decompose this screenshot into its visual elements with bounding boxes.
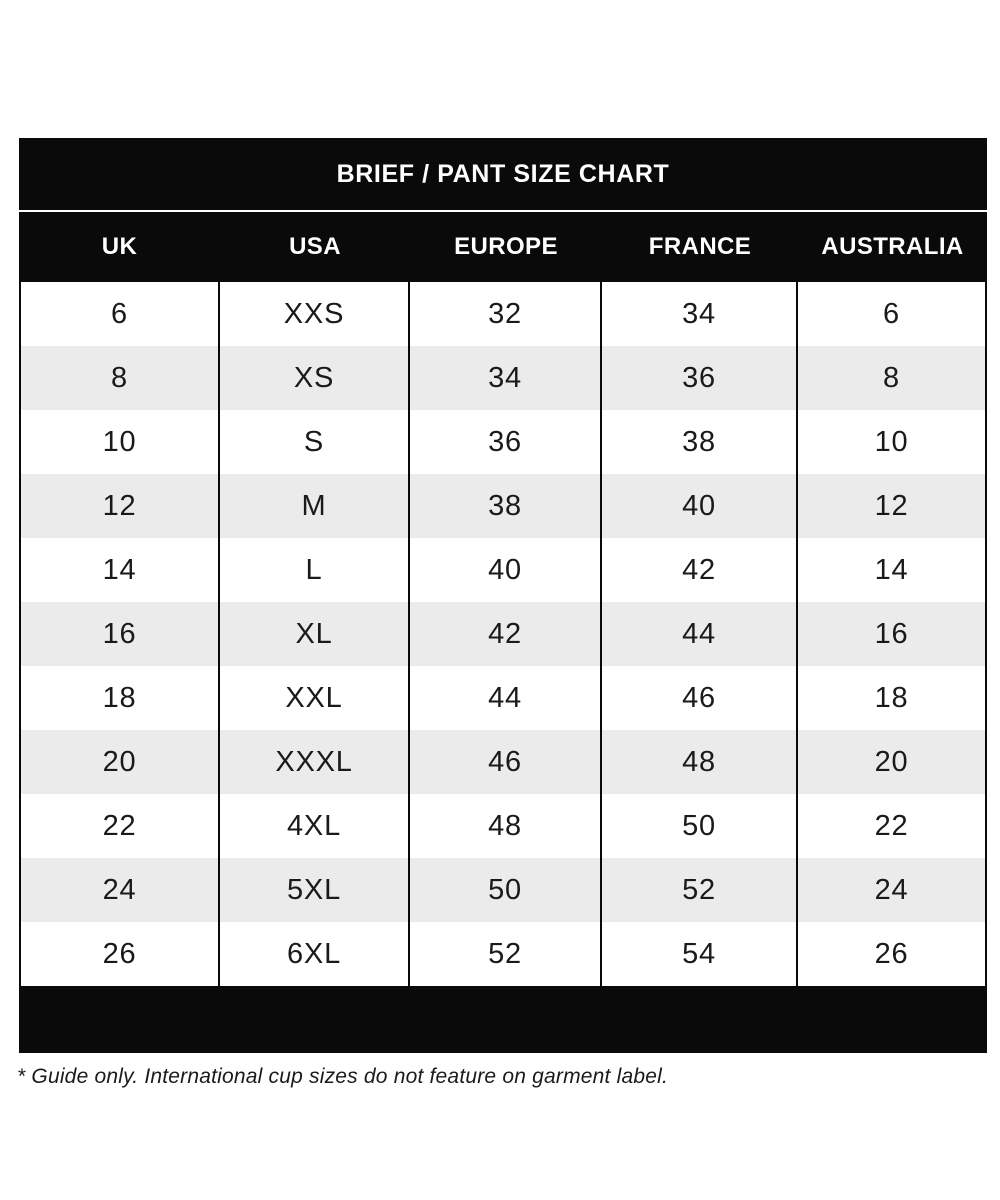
table-cell-europe: 38 (410, 474, 602, 538)
column-header-row: UK USA EUROPE FRANCE AUSTRALIA (19, 212, 987, 282)
table-cell-france: 48 (602, 730, 798, 794)
table-cell-usa: XXL (220, 666, 410, 730)
table-cell-france: 36 (602, 346, 798, 410)
table-row: 18 XXL 44 46 18 (21, 666, 985, 730)
table-cell-uk: 24 (21, 858, 220, 922)
table-row: 12 M 38 40 12 (21, 474, 985, 538)
table-cell-france: 40 (602, 474, 798, 538)
table-row: 22 4XL 48 50 22 (21, 794, 985, 858)
table-cell-usa: 4XL (220, 794, 410, 858)
table-cell-australia: 26 (874, 937, 909, 970)
table-cell-france: 46 (602, 666, 798, 730)
table-cell-uk: 12 (21, 474, 220, 538)
table-cell-australia: 24 (874, 873, 909, 906)
table-cell-australia: 18 (874, 681, 909, 714)
table-cell-australia: 20 (874, 745, 909, 778)
table-cell-europe: 36 (410, 410, 602, 474)
table-cell-usa: XS (220, 346, 410, 410)
table-cell-usa: 5XL (220, 858, 410, 922)
table-cell-australia: 12 (874, 489, 909, 522)
column-header-usa: USA (289, 233, 341, 260)
column-header-france: FRANCE (648, 233, 752, 260)
table-row: 8 XS 34 36 8 (21, 346, 985, 410)
table-row: 14 L 40 42 14 (21, 538, 985, 602)
chart-title-bar: BRIEF / PANT SIZE CHART (19, 138, 987, 210)
table-cell-usa: XL (220, 602, 410, 666)
table-row: 24 5XL 50 52 24 (21, 858, 985, 922)
table-cell-france: 44 (602, 602, 798, 666)
table-cell-australia: 22 (874, 809, 909, 842)
table-cell-usa: XXXL (220, 730, 410, 794)
chart-title: BRIEF / PANT SIZE CHART (336, 159, 670, 188)
table-row: 16 XL 42 44 16 (21, 602, 985, 666)
table-cell-uk: 16 (21, 602, 220, 666)
table-cell-australia: 14 (874, 553, 909, 586)
bottom-bar (19, 986, 987, 1053)
table-row: 6 XXS 32 34 6 (21, 282, 985, 346)
table-cell-europe: 46 (410, 730, 602, 794)
table-cell-australia: 10 (874, 425, 909, 458)
table-cell-france: 50 (602, 794, 798, 858)
table-cell-europe: 48 (410, 794, 602, 858)
table-cell-uk: 22 (21, 794, 220, 858)
table-cell-france: 34 (602, 282, 798, 346)
table-cell-uk: 26 (21, 922, 220, 986)
table-cell-france: 42 (602, 538, 798, 602)
table-cell-usa: S (220, 410, 410, 474)
table-cell-australia: 6 (883, 297, 900, 330)
table-cell-europe: 44 (410, 666, 602, 730)
size-chart: BRIEF / PANT SIZE CHART UK USA EUROPE FR… (19, 138, 987, 1053)
table-cell-france: 52 (602, 858, 798, 922)
table-cell-australia: 16 (874, 617, 909, 650)
table-row: 26 6XL 52 54 26 (21, 922, 985, 986)
table-cell-europe: 34 (410, 346, 602, 410)
table-cell-australia: 8 (883, 361, 900, 394)
table-cell-usa: 6XL (220, 922, 410, 986)
column-header-uk: UK (101, 233, 138, 260)
table-cell-usa: L (220, 538, 410, 602)
table-cell-europe: 32 (410, 282, 602, 346)
table-cell-usa: XXS (220, 282, 410, 346)
table-cell-uk: 8 (21, 346, 220, 410)
table-cell-france: 38 (602, 410, 798, 474)
table-cell-uk: 10 (21, 410, 220, 474)
table-cell-europe: 40 (410, 538, 602, 602)
table-cell-europe: 50 (410, 858, 602, 922)
table-cell-uk: 18 (21, 666, 220, 730)
column-header-europe: EUROPE (454, 233, 558, 260)
table-cell-europe: 52 (410, 922, 602, 986)
column-header-australia: AUSTRALIA (821, 233, 964, 260)
table-body: 6 XXS 32 34 6 8 XS 34 36 8 10 S 36 38 10… (19, 282, 987, 986)
table-cell-uk: 14 (21, 538, 220, 602)
table-cell-uk: 6 (21, 282, 220, 346)
table-row: 10 S 36 38 10 (21, 410, 985, 474)
table-cell-usa: M (220, 474, 410, 538)
table-cell-europe: 42 (410, 602, 602, 666)
table-cell-france: 54 (602, 922, 798, 986)
table-cell-uk: 20 (21, 730, 220, 794)
footnote: * Guide only. International cup sizes do… (17, 1065, 669, 1088)
table-row: 20 XXXL 46 48 20 (21, 730, 985, 794)
